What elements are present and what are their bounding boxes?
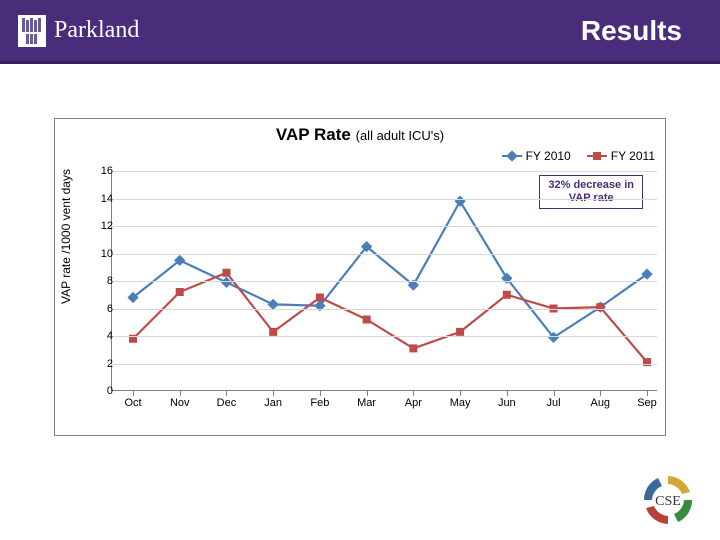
y-tick-label: 8 [107, 275, 113, 287]
grid-line [111, 336, 657, 337]
x-tick-label: Nov [170, 397, 190, 409]
svg-text:CSE: CSE [655, 494, 681, 509]
y-tick-label: 12 [101, 220, 113, 232]
x-tick-mark [554, 391, 555, 396]
x-tick-mark [600, 391, 601, 396]
legend-item-fy2011: FY 2011 [587, 149, 655, 163]
legend-line-fy2011 [587, 155, 607, 157]
grid-line [111, 171, 657, 172]
series-marker [363, 316, 371, 324]
y-axis-label: VAP rate /1000 vent days [59, 169, 73, 304]
x-tick-mark [133, 391, 134, 396]
plot-area: OctNovDecJanFebMarAprMayJunJulAugSep [111, 171, 657, 391]
header-bar: Parkland Results [0, 0, 720, 64]
series-line [133, 201, 647, 337]
series-marker [454, 196, 465, 207]
x-tick-mark [367, 391, 368, 396]
x-tick-mark [273, 391, 274, 396]
legend: FY 2010 FY 2011 [502, 149, 655, 163]
x-tick-label: Oct [124, 397, 141, 409]
series-marker [176, 288, 184, 296]
y-tick-label: 0 [107, 385, 113, 397]
series-marker [503, 291, 511, 299]
chart-title-main: VAP Rate [276, 125, 351, 144]
x-tick-label: Jun [498, 397, 516, 409]
x-tick-mark [180, 391, 181, 396]
series-marker [222, 269, 230, 277]
series-marker [596, 303, 604, 311]
brand-logo: Parkland [18, 15, 139, 47]
x-tick-label: Apr [405, 397, 422, 409]
grid-line [111, 309, 657, 310]
legend-label-fy2011: FY 2011 [611, 149, 655, 163]
x-tick-label: Mar [357, 397, 376, 409]
legend-label-fy2010: FY 2010 [526, 149, 571, 163]
y-tick-label: 10 [101, 248, 113, 260]
grid-line [111, 199, 657, 200]
cse-logo-icon: CSE [638, 472, 698, 528]
page-title: Results [581, 15, 682, 47]
series-marker [409, 344, 417, 352]
x-tick-mark [647, 391, 648, 396]
series-marker [269, 328, 277, 336]
x-tick-mark [226, 391, 227, 396]
x-tick-label: Dec [217, 397, 237, 409]
y-tick-label: 14 [101, 193, 113, 205]
y-tick-label: 6 [107, 303, 113, 315]
x-tick-label: Jul [547, 397, 561, 409]
x-tick-mark [460, 391, 461, 396]
x-tick-label: Jan [264, 397, 282, 409]
grid-line [111, 281, 657, 282]
series-marker [643, 358, 651, 366]
x-tick-mark [507, 391, 508, 396]
x-tick-label: Aug [590, 397, 610, 409]
square-icon [593, 152, 601, 160]
x-tick-label: Sep [637, 397, 657, 409]
grid-line [111, 254, 657, 255]
x-tick-mark [413, 391, 414, 396]
y-tick-label: 16 [101, 165, 113, 177]
chart-title-sub: (all adult ICU's) [356, 128, 444, 143]
legend-line-fy2010 [502, 155, 522, 157]
grid-line [111, 364, 657, 365]
diamond-icon [506, 150, 517, 161]
parkland-icon [18, 15, 46, 47]
legend-item-fy2010: FY 2010 [502, 149, 571, 163]
grid-line [111, 226, 657, 227]
series-marker [316, 294, 324, 302]
vap-rate-chart: VAP Rate (all adult ICU's) FY 2010 FY 20… [54, 118, 666, 436]
series-line [133, 273, 647, 362]
x-tick-label: Feb [310, 397, 329, 409]
x-tick-mark [320, 391, 321, 396]
y-tick-label: 4 [107, 330, 113, 342]
brand-name: Parkland [54, 17, 139, 44]
chart-title: VAP Rate (all adult ICU's) [55, 119, 665, 145]
x-tick-label: May [450, 397, 471, 409]
series-marker [456, 328, 464, 336]
y-tick-label: 2 [107, 358, 113, 370]
